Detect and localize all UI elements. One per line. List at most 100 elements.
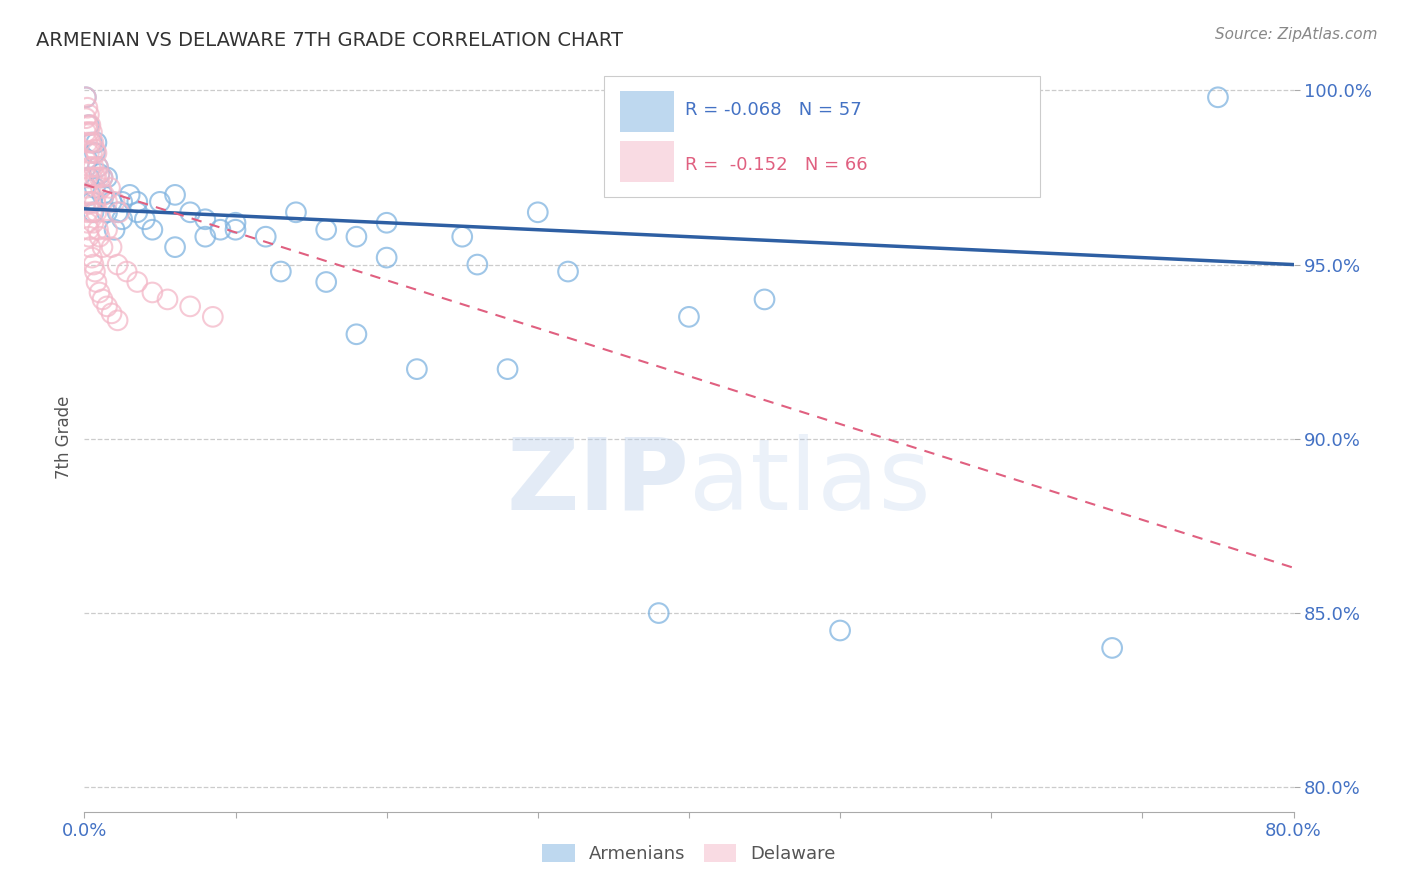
Point: [96, 194, 118, 209]
Point: [77, 229, 100, 244]
Point: [100, 306, 122, 320]
Point: [225, 223, 247, 237]
Point: [84, 143, 107, 157]
Point: [76, 170, 98, 185]
Point: [134, 212, 156, 227]
Point: [84, 170, 107, 185]
Point: [315, 275, 337, 289]
Point: [75, 153, 97, 167]
Point: [91, 293, 114, 307]
Point: [127, 194, 149, 209]
Point: [82, 216, 104, 230]
Point: [96, 223, 118, 237]
Point: [108, 205, 131, 219]
Point: [107, 205, 129, 219]
Point: [75, 125, 97, 139]
Point: [87, 160, 110, 174]
Point: [82, 205, 104, 219]
Point: [165, 240, 187, 254]
Point: [89, 167, 111, 181]
Point: [111, 194, 134, 209]
Point: [107, 313, 129, 327]
Point: [75, 90, 97, 104]
Point: [87, 223, 110, 237]
Point: [77, 118, 100, 132]
Point: [93, 187, 115, 202]
Point: [104, 194, 127, 209]
Point: [315, 223, 337, 237]
Point: [527, 205, 550, 219]
Point: [107, 258, 129, 272]
Point: [225, 216, 247, 230]
FancyBboxPatch shape: [605, 76, 1039, 197]
Point: [96, 205, 118, 219]
Point: [77, 125, 100, 139]
Point: [285, 205, 308, 219]
Point: [84, 264, 107, 278]
Point: [375, 216, 398, 230]
Point: [76, 153, 98, 167]
Point: [648, 606, 671, 620]
Point: [76, 205, 98, 219]
Point: [87, 160, 110, 174]
Point: [149, 194, 172, 209]
Point: [77, 146, 100, 161]
Text: R =  -0.152   N = 66: R = -0.152 N = 66: [685, 156, 868, 174]
Point: [84, 181, 107, 195]
Point: [76, 216, 98, 230]
Point: [141, 223, 163, 237]
Point: [89, 170, 111, 185]
Point: [141, 285, 163, 300]
Point: [156, 293, 179, 307]
Point: [91, 240, 114, 254]
Point: [96, 299, 118, 313]
Point: [86, 205, 108, 219]
FancyBboxPatch shape: [620, 91, 675, 132]
Point: [90, 181, 112, 195]
Point: [127, 275, 149, 289]
Point: [451, 229, 474, 244]
Point: [100, 194, 122, 209]
Point: [194, 229, 217, 244]
Point: [80, 194, 103, 209]
Point: [91, 170, 114, 185]
Point: [118, 187, 141, 202]
Point: [89, 285, 111, 300]
Point: [111, 212, 134, 227]
Point: [96, 170, 118, 185]
Point: [79, 194, 101, 209]
Point: [79, 187, 101, 202]
Point: [80, 170, 103, 185]
Text: atlas: atlas: [689, 434, 931, 531]
Point: [82, 258, 104, 272]
Point: [79, 160, 101, 174]
Point: [76, 118, 98, 132]
Text: R = -0.068   N = 57: R = -0.068 N = 57: [685, 101, 862, 119]
Point: [91, 170, 114, 185]
Point: [77, 187, 100, 202]
Text: ARMENIAN VS DELAWARE 7TH GRADE CORRELATION CHART: ARMENIAN VS DELAWARE 7TH GRADE CORRELATI…: [37, 30, 623, 50]
Point: [80, 136, 103, 150]
Point: [77, 223, 100, 237]
Point: [98, 181, 121, 195]
Point: [79, 136, 101, 150]
Point: [115, 264, 138, 278]
Point: [80, 251, 103, 265]
Point: [557, 264, 579, 278]
Point: [201, 310, 224, 324]
Point: [179, 299, 201, 313]
Legend: Armenians, Delaware: Armenians, Delaware: [534, 837, 844, 870]
Point: [80, 146, 103, 161]
Point: [270, 264, 292, 278]
Point: [76, 136, 98, 150]
Point: [80, 125, 103, 139]
Point: [77, 170, 100, 185]
Point: [76, 101, 98, 115]
Point: [86, 146, 108, 161]
Point: [194, 212, 217, 227]
Point: [75, 181, 97, 195]
Point: [406, 362, 429, 376]
Point: [84, 194, 107, 209]
Point: [82, 160, 104, 174]
Point: [79, 118, 101, 132]
